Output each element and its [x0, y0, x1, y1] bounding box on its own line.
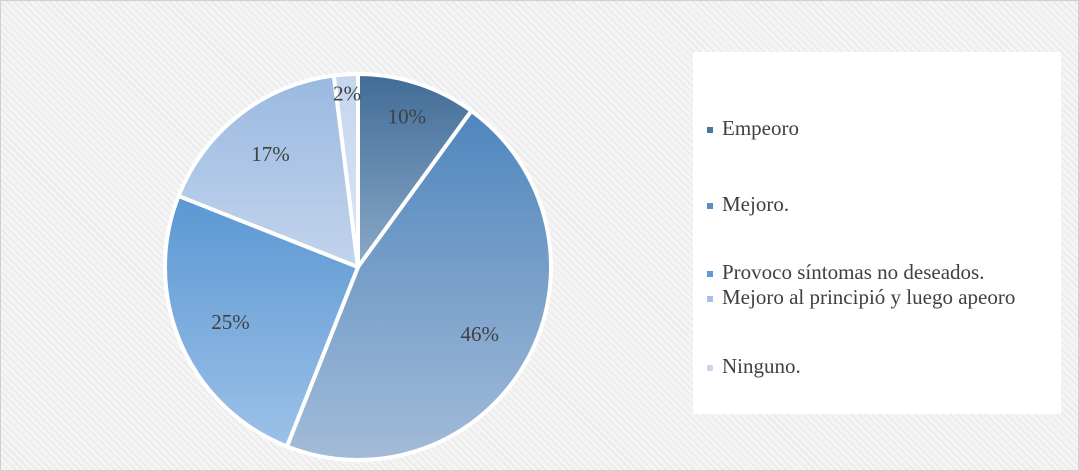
legend-item-mejoro-al-principio: Mejoro al principió y luego apeoro — [707, 285, 1052, 309]
slice-data-label: 10% — [388, 105, 427, 129]
slice-data-label: 2% — [333, 82, 361, 106]
legend-item-provoco: Provoco síntomas no deseados. — [707, 260, 1052, 284]
legend-swatch — [707, 271, 713, 277]
pie-slice — [331, 71, 360, 269]
legend-item-empeoro: Empeoro — [707, 116, 1052, 140]
legend-swatch — [707, 203, 713, 209]
legend-item-mejoro: Mejoro. — [707, 192, 1052, 216]
legend-swatch — [707, 365, 713, 371]
pie-slice — [356, 72, 474, 269]
legend: Empeoro Mejoro. Provoco síntomas no dese… — [693, 52, 1061, 414]
pie-slice — [163, 193, 360, 449]
legend-label: Ninguno. — [722, 354, 801, 378]
legend-swatch — [707, 127, 713, 133]
slice-data-label: 46% — [461, 322, 500, 346]
legend-label: Mejoro al principió y luego apeoro — [722, 285, 1016, 309]
pie-slice — [176, 73, 360, 269]
legend-item-ninguno: Ninguno. — [707, 354, 1052, 378]
legend-label: Mejoro. — [722, 192, 790, 216]
legend-label: Provoco síntomas no deseados. — [722, 260, 985, 284]
legend-label: Empeoro — [722, 116, 799, 140]
legend-swatch — [707, 296, 713, 302]
slice-data-label: 25% — [211, 310, 250, 334]
pie-slice — [284, 108, 554, 462]
slice-data-label: 17% — [251, 142, 290, 166]
